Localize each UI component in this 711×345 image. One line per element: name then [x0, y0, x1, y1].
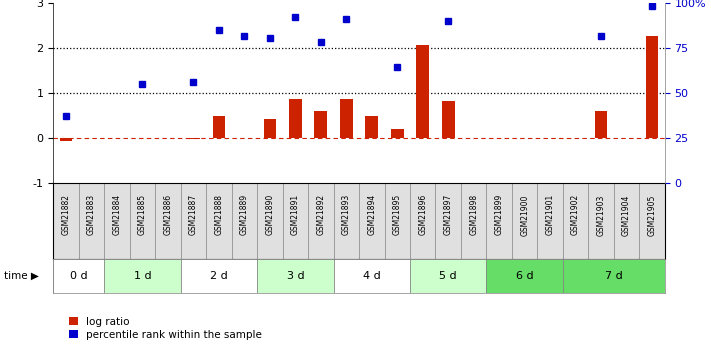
Bar	[538, 183, 563, 259]
Bar	[594, 111, 607, 138]
Text: GSM21888: GSM21888	[215, 194, 223, 235]
Text: GSM21886: GSM21886	[164, 194, 173, 235]
Text: GSM21905: GSM21905	[648, 194, 656, 236]
Text: GSM21890: GSM21890	[265, 194, 274, 236]
Text: 2 d: 2 d	[210, 271, 228, 281]
Bar	[639, 183, 665, 259]
Bar	[391, 129, 404, 138]
Bar	[155, 183, 181, 259]
Bar	[289, 99, 301, 138]
Bar	[257, 259, 333, 293]
Text: GSM21882: GSM21882	[62, 194, 70, 235]
Bar	[442, 101, 454, 138]
Text: GSM21904: GSM21904	[622, 194, 631, 236]
Bar	[563, 259, 665, 293]
Text: GSM21902: GSM21902	[571, 194, 580, 236]
Bar	[365, 116, 378, 138]
Text: 3 d: 3 d	[287, 271, 304, 281]
Bar	[264, 119, 277, 138]
Text: GSM21887: GSM21887	[189, 194, 198, 235]
Bar	[486, 259, 563, 293]
Text: 5 d: 5 d	[439, 271, 457, 281]
Text: GSM21901: GSM21901	[545, 194, 555, 236]
Bar	[385, 183, 410, 259]
Bar	[359, 183, 385, 259]
Text: GSM21891: GSM21891	[291, 194, 300, 235]
Bar	[206, 183, 232, 259]
Text: GSM21896: GSM21896	[418, 194, 427, 236]
Bar	[60, 138, 73, 141]
Bar	[53, 259, 105, 293]
Bar	[314, 111, 327, 138]
Bar	[486, 183, 512, 259]
Bar	[181, 259, 257, 293]
Bar	[563, 183, 589, 259]
Bar	[105, 259, 181, 293]
Text: GSM21892: GSM21892	[316, 194, 326, 235]
Bar	[417, 45, 429, 138]
Bar	[614, 183, 639, 259]
Bar	[435, 183, 461, 259]
Text: 6 d: 6 d	[516, 271, 533, 281]
Bar	[646, 36, 658, 138]
Text: GSM21883: GSM21883	[87, 194, 96, 235]
Text: time ▶: time ▶	[4, 271, 38, 281]
Text: 0 d: 0 d	[70, 271, 87, 281]
Text: 1 d: 1 d	[134, 271, 151, 281]
Bar	[308, 183, 333, 259]
Text: GSM21893: GSM21893	[342, 194, 351, 236]
Text: 7 d: 7 d	[605, 271, 623, 281]
Bar	[129, 183, 155, 259]
Text: GSM21885: GSM21885	[138, 194, 147, 235]
Bar	[232, 183, 257, 259]
Text: GDS970 / 704: GDS970 / 704	[53, 0, 141, 1]
Text: GSM21889: GSM21889	[240, 194, 249, 235]
Legend: log ratio, percentile rank within the sample: log ratio, percentile rank within the sa…	[69, 317, 262, 340]
Bar	[333, 183, 359, 259]
Bar	[461, 183, 486, 259]
Bar	[589, 183, 614, 259]
Text: GSM21884: GSM21884	[112, 194, 122, 235]
Bar	[79, 183, 105, 259]
Text: GSM21899: GSM21899	[495, 194, 503, 236]
Text: GSM21903: GSM21903	[597, 194, 606, 236]
Text: GSM21898: GSM21898	[469, 194, 479, 235]
Bar	[187, 138, 200, 139]
Bar	[181, 183, 206, 259]
Text: 4 d: 4 d	[363, 271, 380, 281]
Text: GSM21894: GSM21894	[368, 194, 376, 236]
Bar	[410, 259, 486, 293]
Bar	[333, 259, 410, 293]
Bar	[213, 117, 225, 138]
Text: GSM21895: GSM21895	[392, 194, 402, 236]
Bar	[340, 99, 353, 138]
Bar	[257, 183, 283, 259]
Text: GSM21897: GSM21897	[444, 194, 453, 236]
Bar	[105, 183, 129, 259]
Bar	[53, 183, 79, 259]
Text: GSM21900: GSM21900	[520, 194, 529, 236]
Bar	[283, 183, 308, 259]
Bar	[512, 183, 538, 259]
Bar	[410, 183, 435, 259]
